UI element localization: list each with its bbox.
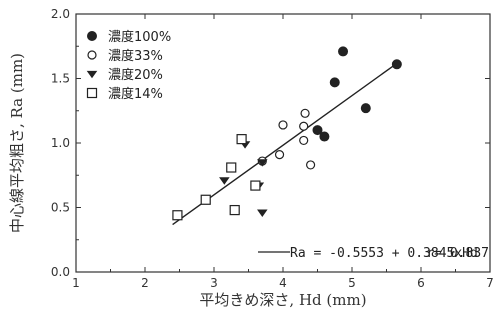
legend-label: 濃度20% — [108, 67, 163, 83]
data-point — [172, 210, 183, 221]
legend: 濃度100% 濃度33% 濃度20% 濃度14% — [86, 29, 171, 102]
legend-marker-open-circle — [87, 50, 97, 60]
x-tick-label: 6 — [417, 276, 425, 290]
legend-marker-open-square — [86, 87, 98, 99]
x-tick-label: 3 — [210, 276, 218, 290]
data-point — [319, 131, 330, 142]
x-tick-label: 4 — [279, 276, 287, 290]
data-point — [360, 103, 371, 114]
data-point — [299, 135, 309, 146]
data-point — [299, 121, 309, 131]
y-axis: 0.0 0.5 1.0 1.5 2.0 — [51, 7, 490, 279]
data-point — [229, 204, 240, 216]
equation-text: Ra = -0.5553 + 0.3845xHd — [290, 246, 478, 261]
data-point — [391, 59, 402, 70]
data-point — [274, 150, 285, 160]
data-point — [329, 77, 340, 88]
x-tick-label: 2 — [141, 276, 149, 290]
data-point — [257, 209, 268, 217]
legend-label: 濃度33% — [108, 48, 163, 64]
x-tick-label: 5 — [348, 276, 356, 290]
data-point — [236, 134, 247, 145]
y-tick-label: 1.0 — [51, 136, 70, 150]
x-axis-title: 平均きめ深さ, Hd (mm) — [199, 291, 366, 309]
x-tick-label: 7 — [486, 276, 494, 290]
data-point — [200, 194, 211, 205]
y-tick-label: 0.5 — [51, 201, 70, 215]
y-tick-label: 2.0 — [51, 7, 70, 21]
data-point — [257, 159, 268, 167]
data-point — [278, 120, 288, 130]
r-value-text: r= 0.837 — [426, 246, 489, 261]
x-axis: 1 2 3 4 5 6 7 — [72, 14, 494, 290]
data-point — [306, 160, 316, 170]
y-tick-label: 0.0 — [51, 265, 70, 279]
data-point — [219, 177, 230, 185]
equation-annotation: Ra = -0.5553 + 0.3845xHd r= 0.837 — [258, 246, 489, 261]
data-point — [226, 162, 237, 173]
data-points — [172, 46, 402, 221]
data-point — [312, 125, 323, 136]
y-tick-label: 1.5 — [51, 72, 70, 86]
x-tick-label: 1 — [72, 276, 80, 290]
y-axis-title: 中心線平均粗さ, Ra (mm) — [8, 53, 26, 233]
data-point — [338, 46, 349, 57]
data-point — [300, 108, 310, 118]
legend-label: 濃度14% — [108, 86, 163, 102]
data-point — [250, 180, 261, 191]
legend-label: 濃度100% — [108, 29, 171, 45]
legend-marker-filled-triangle-down — [86, 70, 98, 79]
legend-marker-filled-circle — [87, 31, 97, 41]
